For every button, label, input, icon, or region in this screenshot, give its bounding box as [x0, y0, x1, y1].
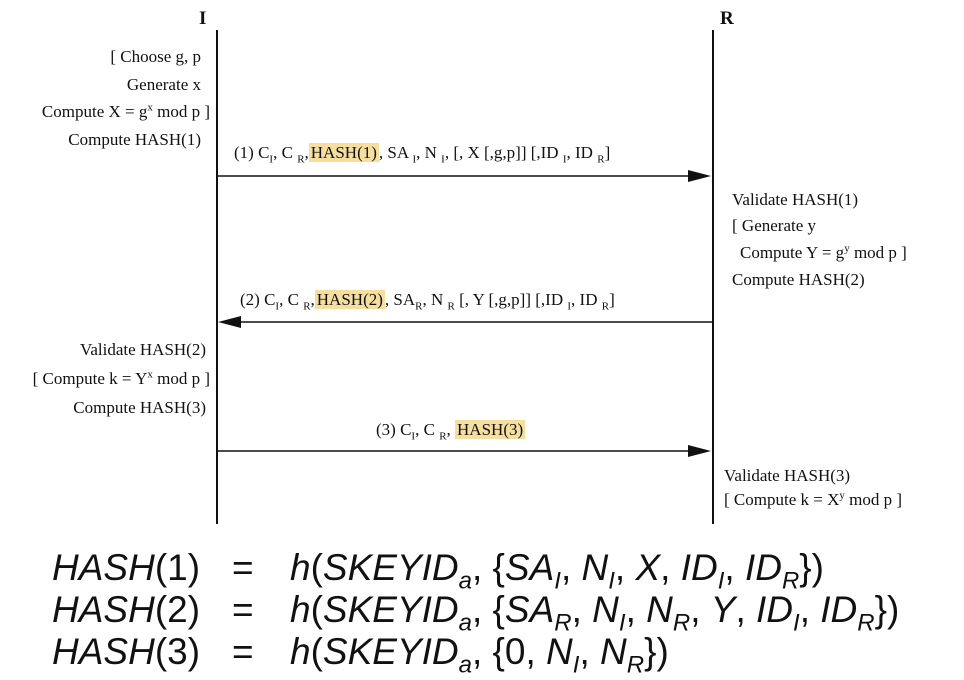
initiator-step-compute-x: Compute X = gx mod p ] [41, 101, 210, 121]
initiator-step-validate2: Validate HASH(2) [79, 340, 206, 359]
hash1-highlight: HASH(1) [308, 143, 379, 162]
responder-step-compute-y: Compute Y = gy mod p ] [740, 242, 907, 262]
hash3-highlight: HASH(3) [455, 420, 526, 439]
initiator-step-hash3: Compute HASH(3) [73, 398, 206, 417]
responder-label: R [720, 8, 734, 29]
initiator-step-choose: [ Choose g, p [110, 47, 201, 66]
responder-step-hash2: Compute HASH(2) [732, 270, 865, 289]
responder-step-compute-k: [ Compute k = Xy mod p ] [724, 489, 902, 509]
initiator-step-compute-k: [ Compute k = Yx mod p ] [32, 368, 210, 388]
initiator-lifeline [216, 30, 218, 524]
responder-lifeline [712, 30, 714, 524]
responder-step-validate1: Validate HASH(1) [732, 190, 859, 209]
message-1-label: (1) CI, C R, HASH(1), SA I, N I, [, X [,g… [234, 143, 611, 166]
arrow-3-head [688, 445, 711, 457]
hash2-highlight: HASH(2) [314, 290, 385, 309]
message-3-label: (3) CI, C R, HASH(3) [376, 420, 526, 443]
initiator-step-generate: Generate x [126, 75, 201, 94]
initiator-label: I [199, 8, 207, 29]
arrow-1-head [688, 170, 711, 182]
message-2-label: (2) CI, C R, HASH(2), SAR, N R [, Y [,g,p… [240, 290, 615, 313]
initiator-step-hash1: Compute HASH(1) [68, 130, 201, 149]
arrow-2-head [218, 316, 241, 328]
responder-step-generate: [ Generate y [732, 216, 817, 235]
responder-step-validate3: Validate HASH(3) [724, 466, 851, 485]
